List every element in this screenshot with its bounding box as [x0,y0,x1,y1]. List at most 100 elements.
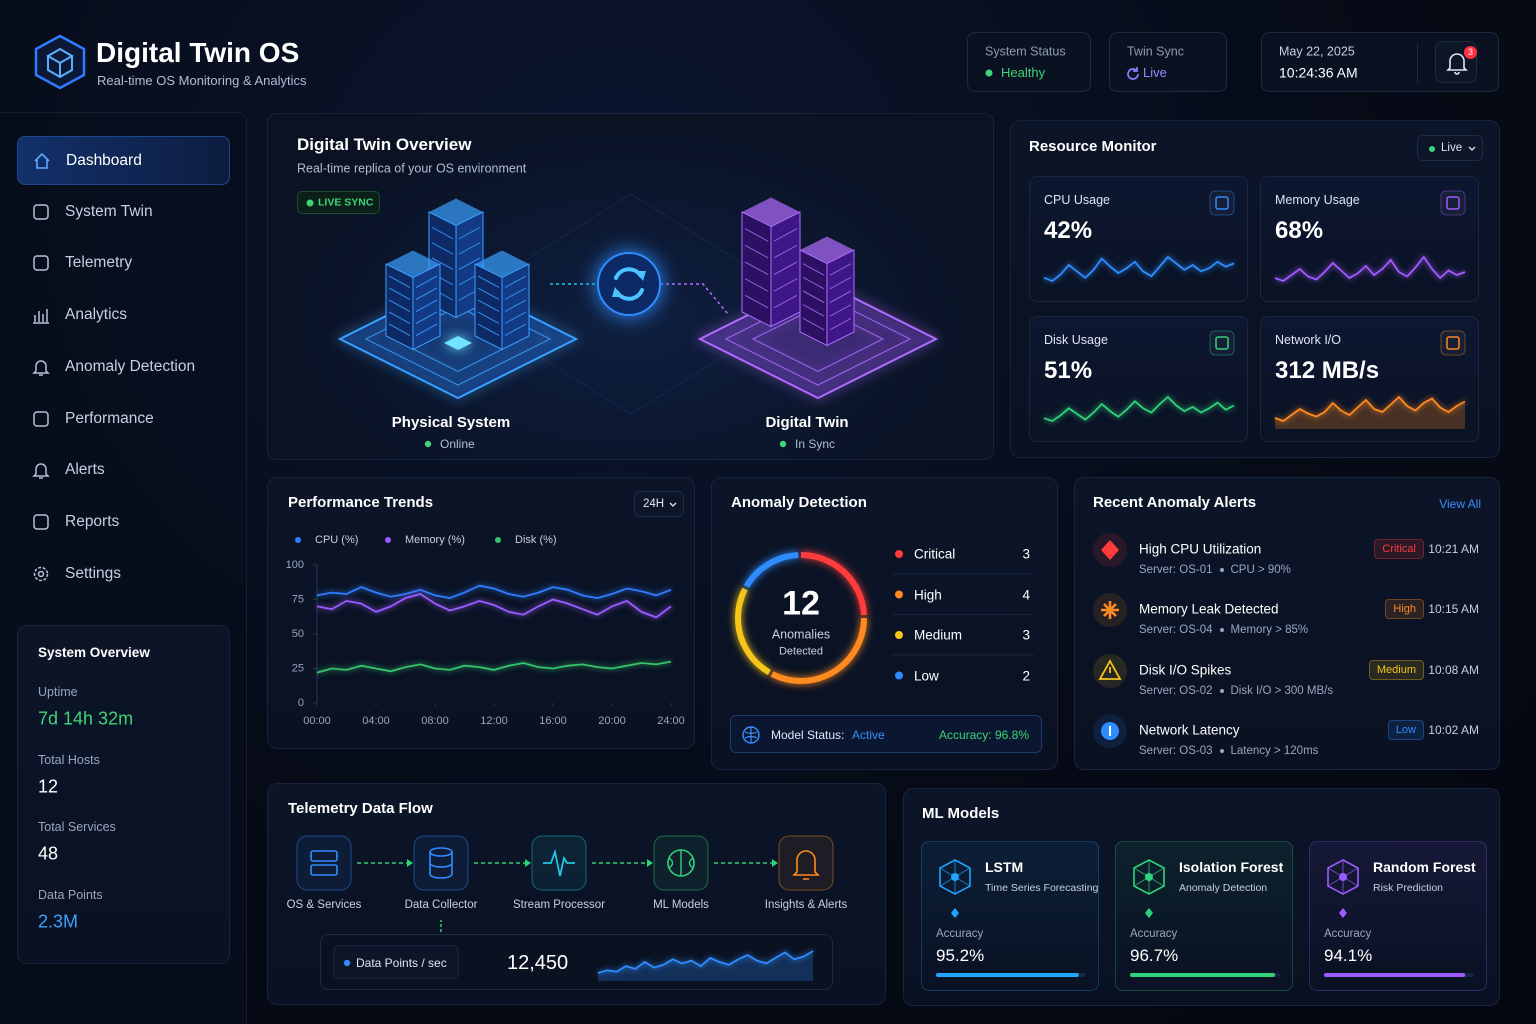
level-dot [895,631,903,639]
model-status-box: Model Status: Active Accuracy: 96.8% [730,715,1042,753]
series-line [316,584,672,600]
model-name: LSTM [985,859,1024,875]
tower-stripe [388,299,411,312]
nav-item[interactable]: Dashboard [17,136,230,185]
tower-stripe [477,323,500,336]
anomaly-detection-panel: Anomaly Detection 12 Anomalies Detected … [711,477,1058,770]
nav-item[interactable]: Performance [17,395,230,444]
alert-detail: Disk I/O > 300 MB/s [1230,684,1334,697]
nav-item[interactable]: Settings [17,550,230,599]
resource-icon [1440,330,1466,356]
tower-stripe [829,290,852,303]
x-tick-label: 24:00 [657,715,685,727]
anomaly-total-sub: Detected [778,645,824,658]
twin-sync-card: Twin Sync Live [1109,32,1227,92]
step-box [413,835,469,891]
step-label: Insights & Alerts [765,899,848,911]
flow-arrowhead [525,859,531,867]
tower-stripe [388,311,411,324]
alert-server: Server: OS-01 [1139,564,1213,576]
icon-shape [1145,873,1153,881]
icon-shape [33,566,49,581]
metric-dot [343,959,351,967]
icon-shape [1215,336,1229,350]
twin-overview-panel: Digital Twin Overview Real-time replica … [267,113,994,460]
resource-label: CPU Usage [1044,193,1110,207]
level-name: Critical [914,546,956,562]
accuracy-bar [1324,973,1474,977]
telemetry-flow: OS & Services Data Collector Stream Proces… [287,835,848,981]
tower-stripe [477,275,500,288]
y-tick-label: 0 [298,697,304,709]
icon-shape [1098,658,1122,680]
nav-item[interactable]: Telemetry [17,239,230,288]
nav-item[interactable]: Alerts [17,446,230,495]
tower-stripe [744,261,769,275]
status-dot [779,440,787,448]
icon-diamond [1339,908,1347,918]
legend-dot [295,537,301,543]
icon-shape [37,570,45,577]
tower-stripe [829,276,852,290]
view-all-link[interactable]: View All [1439,496,1481,511]
alert-time: 10:21 AM [1428,542,1479,556]
icon-shape [33,410,49,427]
tower-top [475,250,529,278]
nav-icon [33,514,49,530]
series-line [316,593,672,619]
system-status-card: System Status Healthy [967,32,1091,92]
sync-label: Twin Sync [1127,44,1184,59]
separator-dot [1219,628,1224,633]
severity-badge: High [1385,599,1424,620]
icon-shape [34,152,50,169]
tower-top [386,250,440,278]
accuracy-label: Accuracy [1324,928,1372,940]
tower-stripe [744,244,769,259]
mode-dropdown[interactable]: Live [1417,135,1483,161]
tower-stripe [744,278,769,292]
resource-value: 42% [1044,217,1093,244]
notification-button[interactable]: 3 [1435,41,1477,83]
model-name: Isolation Forest [1179,859,1284,875]
severity-badge: Medium [1368,659,1424,680]
nav-label: System Twin [65,202,153,220]
alert-subtitle: Server: OS-04 Memory > 85% [1139,624,1308,636]
tower-stripe [458,242,481,255]
tower-stripe [458,226,481,240]
tower-stripe [477,287,500,300]
resource-value: 68% [1275,217,1324,244]
model-icon [1327,859,1359,918]
nav-label: Anomaly Detection [65,357,196,375]
nav-item[interactable]: Reports [17,498,230,547]
level-dot [895,550,903,558]
stat-label: Uptime [38,685,78,699]
tower-stripe [802,263,825,276]
nav-item[interactable]: Anomaly Detection [17,343,230,392]
tower-stripe [504,323,527,336]
panel-title: ML Models [922,805,1000,822]
range-text: 24H [643,498,665,511]
flow-arrowhead [407,859,413,867]
tower-stripe [388,275,411,288]
sparkline-area [598,951,813,981]
dot [1219,688,1224,693]
tower-stripe [829,317,852,331]
nav-label: Dashboard [66,152,142,169]
nav-label: Analytics [65,306,128,324]
flow-arrowhead [772,859,778,867]
status-value: Healthy [1001,65,1046,81]
dot [1219,568,1224,572]
sync-hub [597,252,661,316]
bar-fill [1324,973,1466,977]
tower-stripe [415,287,438,300]
x-tick-label: 20:00 [598,715,626,727]
resource-value: 312 MB/s [1275,357,1380,384]
tower-stripe [431,257,454,270]
nav-item[interactable]: System Twin [17,188,230,237]
stat-value: 12 [38,776,59,796]
nav-item[interactable]: Analytics [17,291,230,340]
notification-badge: 3 [1464,46,1477,59]
accuracy-value: 96.7% [1130,946,1179,965]
range-dropdown[interactable]: 24H [634,491,684,517]
nav-icon [34,152,50,169]
